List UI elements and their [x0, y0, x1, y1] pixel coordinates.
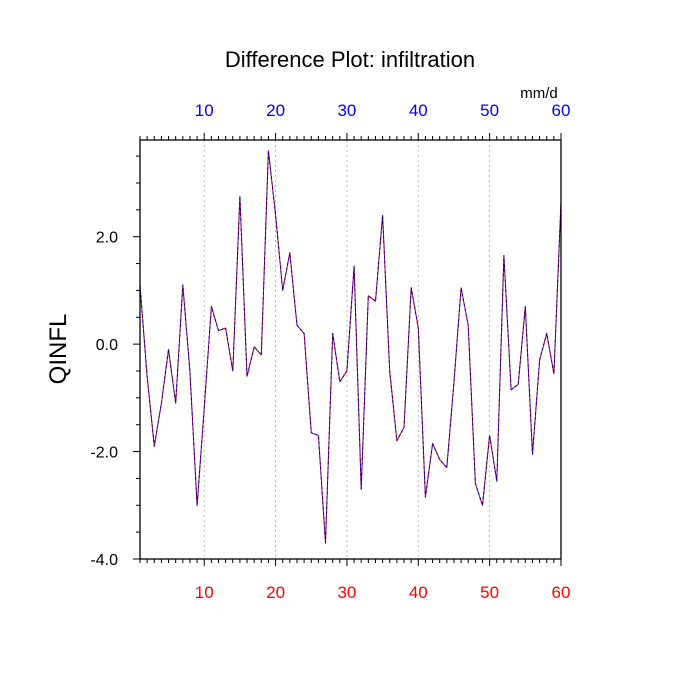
- y-tick-label: 2.0: [96, 230, 118, 247]
- x-top-tick-label: 60: [552, 101, 571, 120]
- y-tick-label: 0.0: [96, 337, 118, 354]
- x-top-tick-label: 20: [266, 101, 285, 120]
- x-top-tick-label: 50: [480, 101, 499, 120]
- series-line-solid: [139, 150, 562, 544]
- data-series: [139, 150, 562, 544]
- plot-frame: [139, 139, 562, 560]
- axis-ticks: [133, 133, 562, 566]
- chart-title: Difference Plot: infiltration: [225, 47, 475, 72]
- x-bottom-tick-label: 50: [480, 583, 499, 602]
- y-tick-label: -4.0: [90, 552, 118, 569]
- x-top-tick-label: 10: [195, 101, 214, 120]
- series-line-dashed: [139, 150, 562, 544]
- units-label: mm/d: [520, 85, 558, 102]
- x-bottom-tick-label: 40: [409, 583, 428, 602]
- tick-labels: 10 10 20 20 30 30 40 40 50 50 60 60 -4.0 -2.0 0.0 2.0: [90, 101, 570, 602]
- y-tick-label: -2.0: [90, 445, 118, 462]
- x-bottom-tick-label: 10: [195, 583, 214, 602]
- x-bottom-tick-label: 30: [337, 583, 356, 602]
- grid-lines: [203, 140, 491, 559]
- x-bottom-tick-label: 20: [266, 583, 285, 602]
- x-top-tick-label: 40: [409, 101, 428, 120]
- x-bottom-tick-label: 60: [552, 583, 571, 602]
- y-axis-label: QINFL: [45, 314, 72, 385]
- x-top-tick-label: 30: [337, 101, 356, 120]
